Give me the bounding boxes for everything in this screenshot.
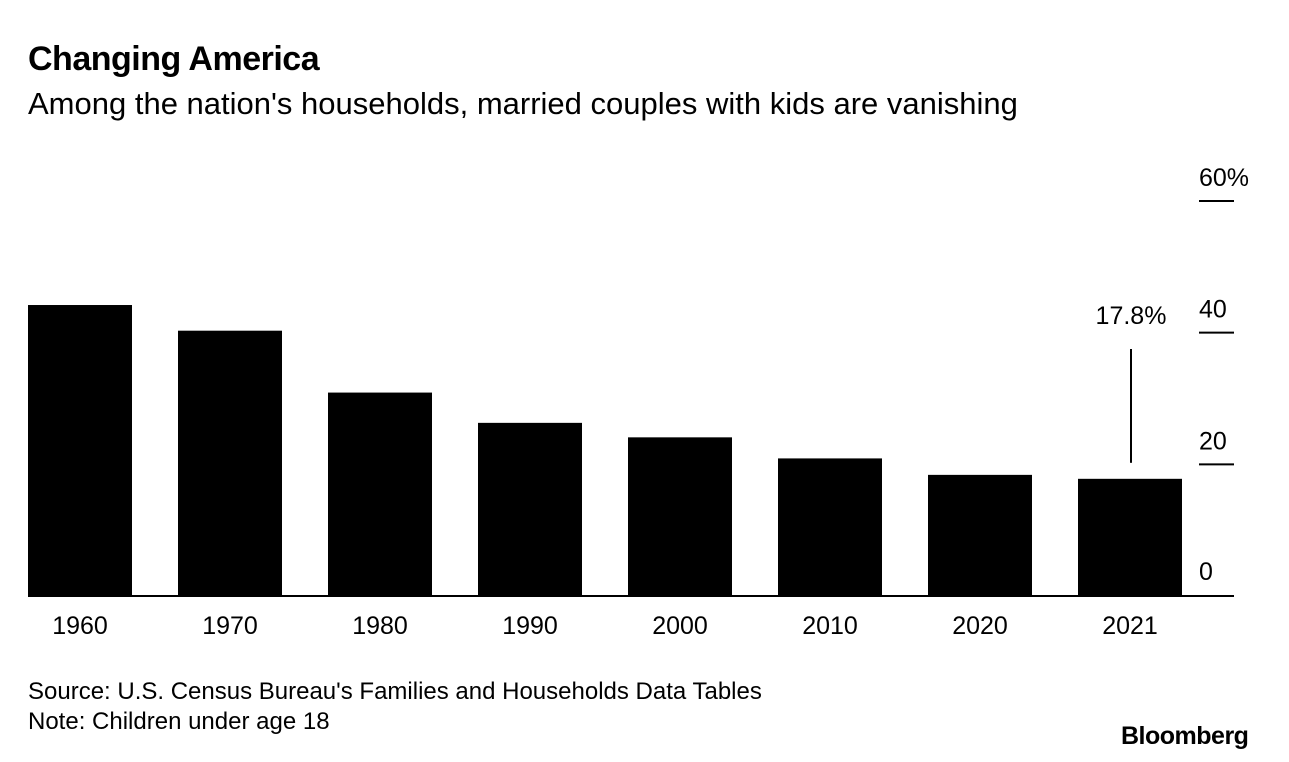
bar-2020 — [928, 474, 1032, 596]
source-note: Source: U.S. Census Bureau's Families an… — [28, 678, 762, 705]
bar-2021 — [1078, 478, 1182, 596]
bar-1990 — [478, 422, 582, 596]
x-tick-label-1990: 1990 — [502, 612, 558, 640]
y-tick-label-60: 60% — [1199, 164, 1249, 192]
footnote: Note: Children under age 18 — [28, 708, 330, 735]
bloomberg-logo: Bloomberg — [1121, 722, 1249, 750]
bar-1980 — [328, 392, 432, 596]
x-tick-label-2010: 2010 — [802, 612, 858, 640]
y-tick-label-20: 20 — [1199, 427, 1227, 455]
bar-1960 — [28, 305, 132, 596]
y-tick-label-0: 0 — [1199, 558, 1213, 586]
bar-2000 — [628, 437, 732, 596]
x-tick-label-1970: 1970 — [202, 612, 258, 640]
chart-subtitle: Among the nation's households, married c… — [28, 86, 1018, 121]
chart-title: Changing America — [28, 40, 320, 78]
bar-1970 — [178, 330, 282, 596]
x-tick-label-2000: 2000 — [652, 612, 708, 640]
x-tick-label-1980: 1980 — [352, 612, 408, 640]
x-tick-label-1960: 1960 — [52, 612, 108, 640]
x-tick-label-2021: 2021 — [1102, 612, 1158, 640]
y-tick-label-40: 40 — [1199, 296, 1227, 324]
x-tick-label-2020: 2020 — [952, 612, 1008, 640]
bar-2010 — [778, 458, 882, 596]
annotation-label: 17.8% — [1096, 302, 1167, 330]
